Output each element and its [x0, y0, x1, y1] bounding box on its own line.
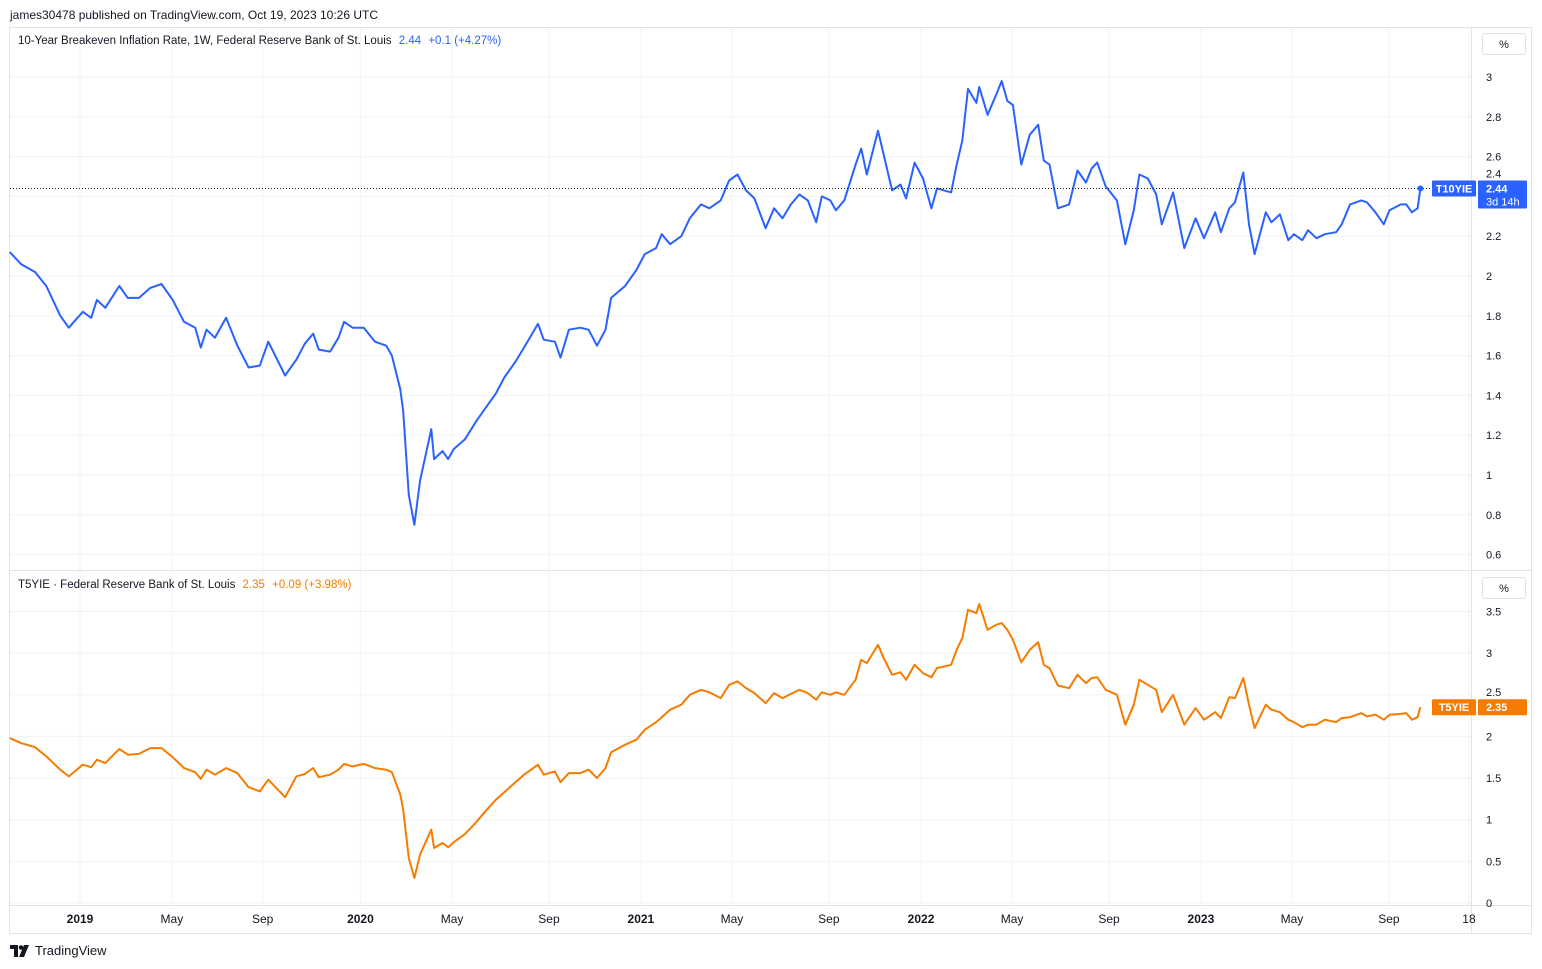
legend-change: +0.09 (+3.98%): [272, 579, 352, 591]
price-tag-bg: [1478, 180, 1527, 209]
last-point-dot: [1417, 185, 1424, 192]
legend-t10yie[interactable]: 10-Year Breakeven Inflation Rate, 1W, Fe…: [18, 35, 505, 47]
price-axis-label: 1: [1486, 815, 1492, 827]
price-axis-label: 2: [1486, 271, 1492, 283]
time-axis-label: 2023: [1188, 912, 1215, 926]
price-axis-label: 1.5: [1486, 773, 1501, 785]
tradingview-logo-icon: [10, 944, 29, 957]
price-axis-label: 2.8: [1486, 112, 1501, 124]
price-tag-value: 2.35: [1486, 702, 1507, 714]
legend-change: +0.1 (+4.27%): [428, 35, 502, 47]
symbol-tag: T10YIE: [1436, 183, 1473, 195]
legend-title: 10-Year Breakeven Inflation Rate, 1W, Fe…: [18, 35, 392, 47]
time-axis-label: May: [441, 912, 464, 926]
legend-value: 2.44: [398, 35, 422, 47]
price-axis-label: 0.6: [1486, 550, 1501, 562]
legend-t5yie[interactable]: T5YIE · Federal Reserve Bank of St. Loui…: [18, 579, 355, 591]
data-points-t5yie: [9, 603, 1421, 879]
grid-lines: [10, 28, 1471, 905]
time-axis-label: 18: [1462, 912, 1476, 926]
time-axis-label: Sep: [818, 912, 840, 926]
price-axis-label: 1.6: [1486, 351, 1501, 363]
price-axis-label: 3: [1486, 72, 1492, 84]
price-axis-label: 0.5: [1486, 856, 1501, 868]
price-axis-label: 0.8: [1486, 510, 1501, 522]
time-axis-label: May: [1281, 912, 1304, 926]
price-axis-label: 1.8: [1486, 311, 1501, 323]
price-axis-label: 1.2: [1486, 430, 1501, 442]
price-axis-label: 1: [1486, 470, 1492, 482]
time-axis-label: Sep: [1378, 912, 1400, 926]
time-axis-label: May: [1001, 912, 1024, 926]
unit-button-percent[interactable]: %: [1482, 33, 1526, 55]
price-axis-label: 3: [1486, 648, 1492, 660]
time-axis-label: 2021: [628, 912, 655, 926]
legend-title: T5YIE · Federal Reserve Bank of St. Loui…: [18, 579, 236, 591]
brand-name: TradingView: [35, 943, 107, 958]
price-axis-label: 1.4: [1486, 390, 1501, 402]
time-axis-label: Sep: [1098, 912, 1120, 926]
price-axis-label: 0: [1486, 898, 1492, 910]
price-tag-bg: [1478, 699, 1527, 716]
publish-info: james30478 published on TradingView.com,…: [10, 8, 379, 22]
data-points-t10yie: [9, 80, 1421, 525]
series-line-t10yie: [9, 80, 1422, 526]
chart-frame: [9, 27, 1532, 934]
legend-value: 2.35: [242, 579, 265, 591]
time-axis-label: 2019: [67, 912, 94, 926]
price-axis-label: 3.5: [1486, 606, 1501, 618]
tradingview-logo[interactable]: TradingView: [10, 943, 107, 958]
time-axis-label: 2020: [347, 912, 374, 926]
time-axis-label: Sep: [252, 912, 274, 926]
bar-countdown: 3d 14h: [1486, 196, 1520, 208]
price-axis-label: 2.6: [1486, 152, 1501, 164]
time-axis-label: May: [721, 912, 744, 926]
price-tag-value: 2.44: [1486, 183, 1508, 195]
price-axis-label: 2: [1486, 731, 1492, 743]
price-axis-label: 2.2: [1486, 231, 1501, 243]
price-axis-label: 2.5: [1486, 687, 1501, 699]
time-axis-label: 2022: [908, 912, 935, 926]
symbol-tag-bg: [1432, 699, 1476, 716]
price-axis-label: 2.4: [1486, 168, 1501, 180]
symbol-tag: T5YIE: [1439, 702, 1470, 714]
time-axis-label: May: [161, 912, 184, 926]
unit-button-percent[interactable]: %: [1482, 577, 1526, 599]
symbol-tag-bg: [1432, 180, 1476, 197]
series-line-t5yie: [9, 603, 1422, 879]
time-axis-label: Sep: [538, 912, 560, 926]
